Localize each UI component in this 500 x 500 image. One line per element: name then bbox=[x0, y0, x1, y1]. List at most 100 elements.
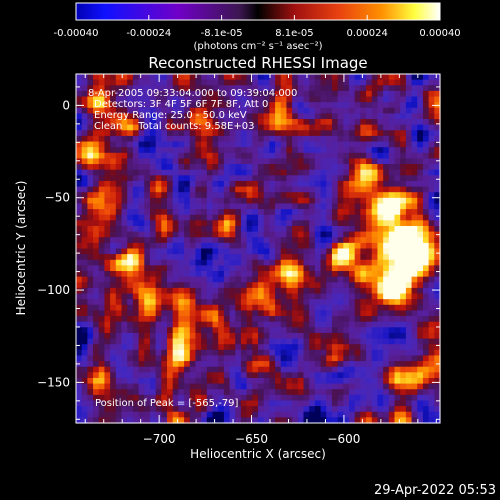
heatmap-cell bbox=[297, 141, 305, 148]
heatmap-cell bbox=[263, 316, 270, 323]
heatmap-cell bbox=[132, 107, 140, 114]
heatmap-cell bbox=[394, 338, 401, 345]
heatmap-cell bbox=[331, 197, 339, 205]
heatmap-cell bbox=[178, 220, 185, 227]
heatmap-cell bbox=[212, 197, 219, 205]
heatmap-cell bbox=[201, 237, 208, 244]
heatmap-cell bbox=[115, 130, 123, 137]
heatmap-cell bbox=[349, 192, 356, 199]
heatmap-cell bbox=[212, 299, 219, 306]
heatmap-cell bbox=[309, 147, 316, 154]
heatmap-cell bbox=[371, 79, 379, 86]
heatmap-cell bbox=[354, 107, 361, 114]
heatmap-cell bbox=[428, 180, 435, 188]
heatmap-cell bbox=[303, 102, 310, 109]
heatmap-cell bbox=[246, 180, 253, 188]
heatmap-cell bbox=[303, 282, 310, 289]
heatmap-cell bbox=[93, 411, 100, 418]
heatmap-cell bbox=[371, 237, 379, 244]
heatmap-cell bbox=[320, 259, 327, 266]
heatmap-cell bbox=[206, 79, 214, 86]
heatmap-cell bbox=[223, 299, 231, 306]
heatmap-cell bbox=[93, 102, 100, 109]
heatmap-cell bbox=[218, 383, 225, 390]
heatmap-cell bbox=[331, 85, 339, 92]
heatmap-cell bbox=[149, 79, 157, 86]
heatmap-cell bbox=[246, 366, 253, 373]
heatmap-cell bbox=[320, 265, 327, 272]
heatmap-cell bbox=[223, 220, 231, 227]
heatmap-cell bbox=[81, 349, 88, 357]
heatmap-cell bbox=[286, 124, 293, 131]
heatmap-cell bbox=[155, 96, 162, 103]
heatmap-cell bbox=[314, 332, 322, 340]
heatmap-cell bbox=[167, 107, 174, 114]
heatmap-cell bbox=[132, 377, 140, 385]
heatmap-cell bbox=[303, 287, 310, 295]
heatmap-cell bbox=[331, 282, 339, 289]
heatmap-cell bbox=[394, 287, 401, 295]
heatmap-cell bbox=[144, 135, 151, 143]
heatmap-cell bbox=[172, 192, 179, 199]
heatmap-cell bbox=[240, 383, 248, 390]
heatmap-cell bbox=[269, 400, 276, 407]
heatmap-cell bbox=[428, 90, 435, 98]
heatmap-cell bbox=[366, 344, 373, 351]
heatmap-cell bbox=[388, 293, 396, 300]
heatmap-cell bbox=[81, 90, 88, 98]
heatmap-cell bbox=[115, 164, 123, 171]
heatmap-cell bbox=[366, 164, 373, 171]
heatmap-cell bbox=[371, 248, 379, 255]
heatmap-cell bbox=[394, 389, 401, 396]
heatmap-cell bbox=[258, 400, 265, 407]
heatmap-cell bbox=[81, 102, 88, 109]
heatmap-cell bbox=[161, 327, 168, 334]
heatmap-cell bbox=[212, 164, 219, 171]
heatmap-cell bbox=[320, 287, 327, 295]
heatmap-cell bbox=[132, 349, 140, 357]
heatmap-cell bbox=[93, 74, 100, 81]
heatmap-cell bbox=[286, 389, 293, 396]
heatmap-cell bbox=[258, 310, 265, 317]
heatmap-cell bbox=[104, 130, 111, 137]
heatmap-cell bbox=[195, 389, 202, 396]
heatmap-cell bbox=[252, 361, 259, 368]
heatmap-cell bbox=[212, 225, 219, 233]
heatmap-cell bbox=[132, 74, 140, 81]
heatmap-cell bbox=[422, 135, 430, 143]
heatmap-cell bbox=[297, 287, 305, 295]
heatmap-cell bbox=[394, 265, 401, 272]
heatmap-cell bbox=[206, 130, 214, 137]
heatmap-cell bbox=[81, 400, 88, 407]
heatmap-cell bbox=[178, 394, 185, 402]
heatmap-cell bbox=[184, 90, 191, 98]
heatmap-cell bbox=[178, 152, 185, 160]
heatmap-cell bbox=[195, 124, 202, 131]
heatmap-cell bbox=[252, 349, 259, 357]
heatmap-cell bbox=[314, 366, 322, 373]
heatmap-cell bbox=[195, 175, 202, 182]
heatmap-cell bbox=[81, 377, 88, 385]
heatmap-cell bbox=[331, 79, 339, 86]
heatmap-cell bbox=[371, 355, 379, 362]
heatmap-cell bbox=[81, 366, 88, 373]
heatmap-cell bbox=[138, 248, 145, 255]
heatmap-cell bbox=[110, 400, 117, 407]
heatmap-cell bbox=[201, 119, 208, 126]
heatmap-cell bbox=[326, 332, 333, 340]
heatmap-cell bbox=[286, 119, 293, 126]
heatmap-cell bbox=[349, 124, 356, 131]
heatmap-cell bbox=[292, 85, 299, 92]
heatmap-cell bbox=[127, 271, 134, 278]
heatmap-cell bbox=[400, 355, 407, 362]
heatmap-cell bbox=[81, 175, 88, 182]
heatmap-cell bbox=[286, 175, 293, 182]
heatmap-cell bbox=[400, 310, 407, 317]
heatmap-cell bbox=[87, 130, 94, 137]
heatmap-cell bbox=[297, 389, 305, 396]
heatmap-cell bbox=[144, 242, 151, 250]
heatmap-cell bbox=[434, 225, 441, 233]
heatmap-cell bbox=[212, 209, 219, 216]
heatmap-cell bbox=[286, 96, 293, 103]
heatmap-cell bbox=[132, 327, 140, 334]
